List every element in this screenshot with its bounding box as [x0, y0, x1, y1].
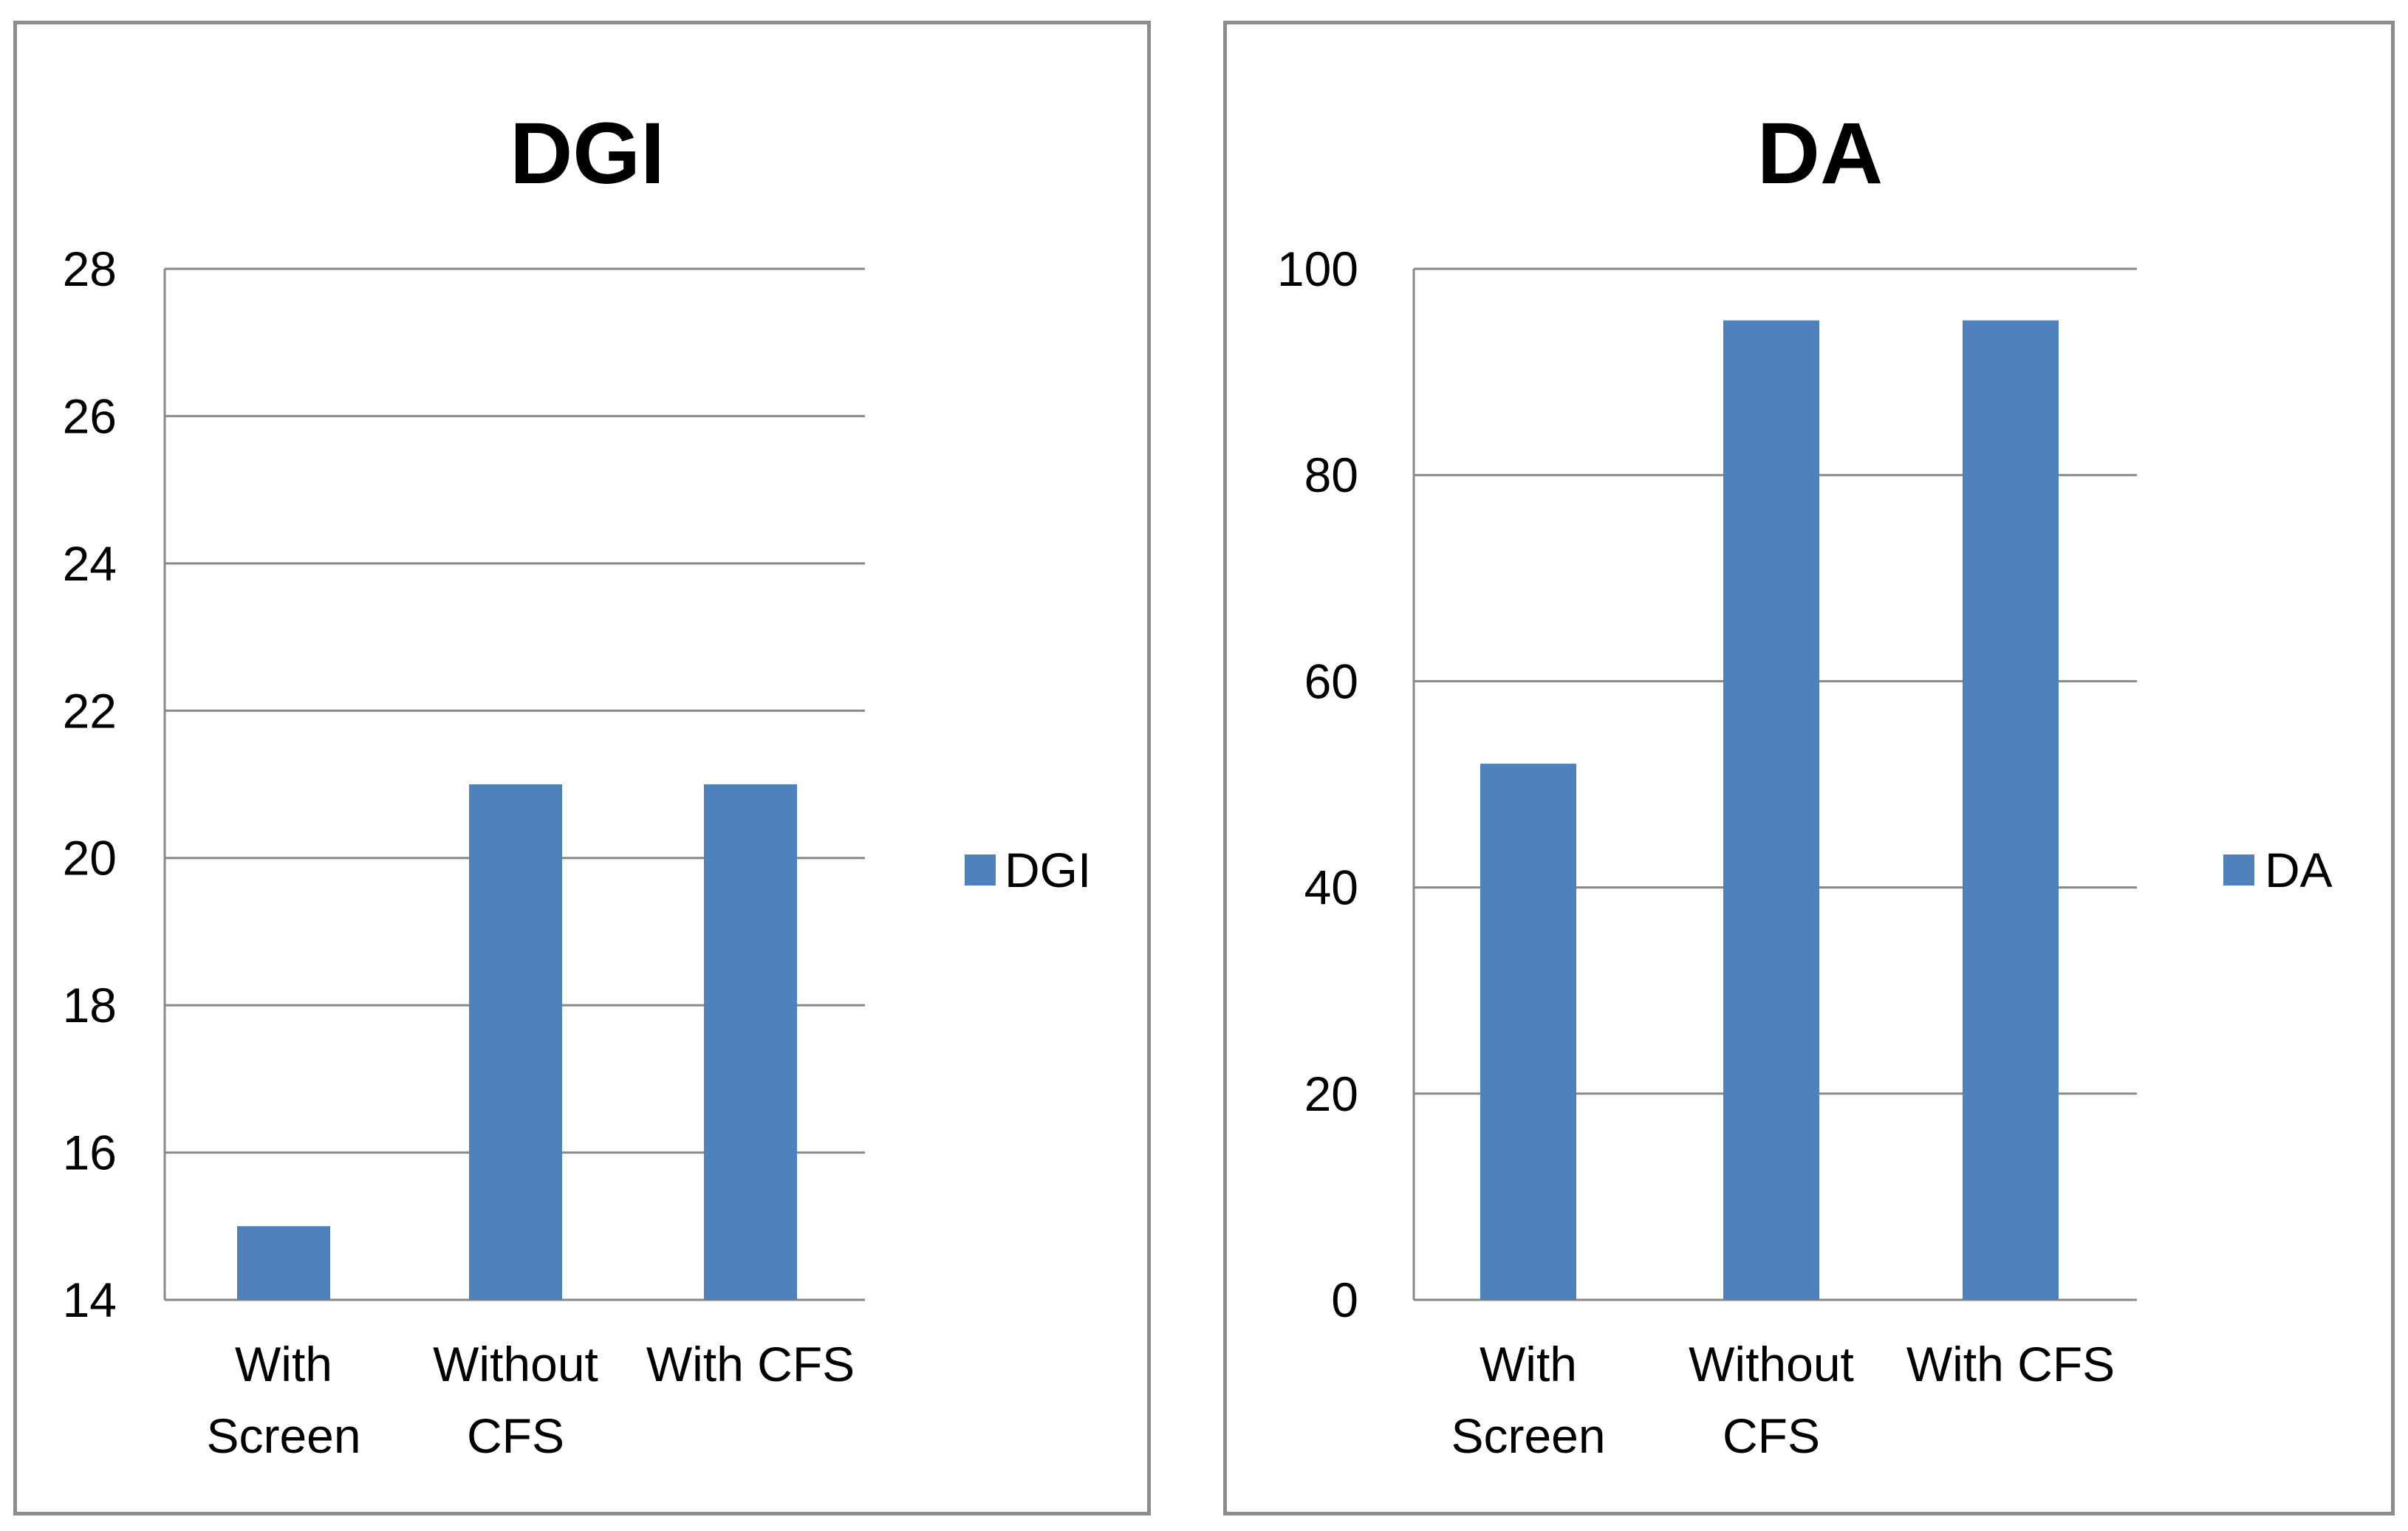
da-x-category-label: With Screen: [1451, 1337, 1605, 1463]
dgi-chart-title: DGI: [510, 105, 665, 202]
da-y-tick-label: 100: [1277, 242, 1358, 296]
dgi-y-tick-label: 14: [63, 1273, 117, 1327]
dgi-y-tick-label: 20: [63, 831, 117, 886]
dgi-y-tick-label: 28: [63, 242, 117, 296]
dgi-bar: [704, 784, 797, 1300]
da-bar: [1963, 320, 2059, 1300]
dgi-y-tick-label: 24: [63, 536, 117, 591]
dgi-x-category-label: With CFS: [646, 1337, 855, 1391]
da-bar: [1480, 764, 1576, 1300]
da-y-tick-label: 60: [1304, 654, 1358, 708]
da-chart: DA 0 20 40 60 80 100 With Screen Without CFS With C…: [1277, 105, 2333, 1463]
dgi-bar: [237, 1226, 330, 1300]
dgi-legend-label: DGI: [1005, 843, 1091, 897]
dgi-y-tick-label: 22: [63, 683, 117, 738]
dgi-x-category-label: With Screen: [206, 1337, 360, 1463]
dgi-bar: [469, 784, 562, 1300]
da-y-tick-label: 0: [1331, 1273, 1358, 1327]
da-legend-swatch: [2223, 854, 2254, 886]
da-x-category-label: With CFS: [1906, 1337, 2115, 1391]
dgi-y-tick-label: 26: [63, 388, 117, 443]
da-chart-title: DA: [1757, 105, 1883, 202]
dgi-legend-swatch: [965, 854, 996, 886]
dgi-x-category-label: Without CFS: [433, 1337, 598, 1463]
da-bar: [1723, 320, 1819, 1300]
da-legend-label: DA: [2265, 843, 2333, 897]
dgi-y-tick-label: 18: [63, 978, 117, 1032]
dgi-y-tick-label: 16: [63, 1126, 117, 1180]
dgi-chart-panel: DGI 14 16 18 20 22 24 26 28 With Screen Without CFS W…: [13, 21, 1151, 1515]
dgi-chart: DGI 14 16 18 20 22 24 26 28 With Screen Without CFS W…: [63, 105, 1092, 1463]
da-chart-panel: DA 0 20 40 60 80 100 With Screen Without CFS With C…: [1223, 21, 2395, 1515]
da-x-category-label: Without CFS: [1689, 1337, 1854, 1463]
da-y-tick-label: 80: [1304, 448, 1358, 502]
da-y-tick-label: 40: [1304, 860, 1358, 915]
da-y-tick-label: 20: [1304, 1066, 1358, 1121]
